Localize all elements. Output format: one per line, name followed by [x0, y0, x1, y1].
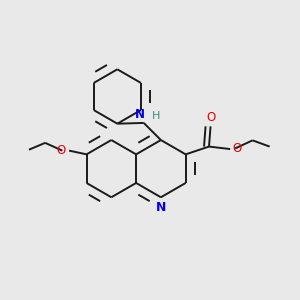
Text: N: N — [135, 108, 145, 122]
Text: O: O — [206, 111, 215, 124]
Text: O: O — [56, 144, 65, 157]
Text: H: H — [152, 111, 160, 122]
Text: N: N — [156, 201, 166, 214]
Text: O: O — [232, 142, 242, 155]
